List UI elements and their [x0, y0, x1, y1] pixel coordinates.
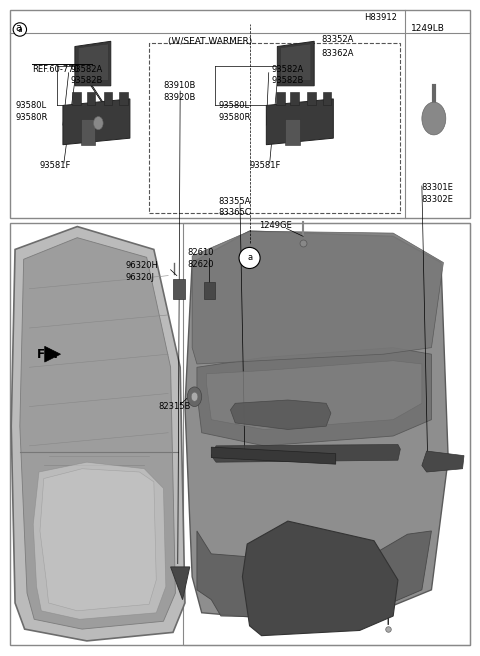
- Polygon shape: [78, 44, 108, 81]
- Bar: [182, 223, 470, 646]
- Polygon shape: [211, 447, 336, 464]
- Text: 93582B: 93582B: [271, 76, 303, 85]
- Text: a: a: [15, 23, 21, 33]
- Polygon shape: [277, 41, 314, 86]
- Polygon shape: [45, 346, 60, 362]
- Polygon shape: [192, 231, 444, 364]
- Polygon shape: [197, 531, 432, 617]
- Text: 93580L: 93580L: [15, 101, 46, 110]
- Ellipse shape: [239, 247, 260, 268]
- Polygon shape: [185, 231, 448, 619]
- Bar: [149, 43, 400, 213]
- Polygon shape: [323, 92, 331, 106]
- Ellipse shape: [13, 23, 26, 36]
- Polygon shape: [75, 41, 111, 86]
- Text: 93580R: 93580R: [15, 113, 48, 122]
- Polygon shape: [104, 92, 112, 106]
- Polygon shape: [204, 282, 215, 298]
- Text: 83301E: 83301E: [422, 183, 454, 192]
- Polygon shape: [33, 462, 166, 619]
- Polygon shape: [307, 92, 316, 106]
- Circle shape: [422, 102, 446, 135]
- Text: REF.60-770: REF.60-770: [32, 65, 79, 74]
- Polygon shape: [211, 445, 400, 462]
- Text: 96320H: 96320H: [125, 261, 158, 270]
- Polygon shape: [286, 119, 300, 145]
- Polygon shape: [72, 92, 81, 106]
- Polygon shape: [40, 469, 156, 611]
- Circle shape: [191, 392, 198, 401]
- Polygon shape: [230, 400, 331, 430]
- Circle shape: [187, 387, 202, 407]
- Polygon shape: [290, 92, 299, 106]
- Text: FR.: FR.: [36, 348, 59, 361]
- Text: 93581F: 93581F: [40, 161, 72, 170]
- Polygon shape: [81, 119, 96, 145]
- Polygon shape: [197, 348, 432, 446]
- Text: 93580R: 93580R: [218, 113, 251, 122]
- Text: 83302E: 83302E: [422, 195, 454, 203]
- Text: a: a: [247, 253, 252, 262]
- Bar: [10, 223, 470, 646]
- Circle shape: [94, 117, 103, 130]
- Polygon shape: [206, 361, 422, 430]
- Text: 83362A: 83362A: [322, 49, 354, 58]
- Polygon shape: [87, 92, 96, 106]
- Polygon shape: [422, 451, 464, 472]
- Text: 1249GE: 1249GE: [259, 221, 292, 230]
- Bar: [10, 10, 470, 218]
- Text: 93582A: 93582A: [70, 65, 102, 74]
- Text: 83355A: 83355A: [218, 197, 251, 205]
- Text: 82620: 82620: [187, 260, 214, 269]
- Polygon shape: [281, 44, 311, 81]
- Text: (W/SEAT WARMER): (W/SEAT WARMER): [168, 37, 252, 46]
- Polygon shape: [170, 567, 190, 600]
- Text: a: a: [17, 25, 22, 34]
- Text: 93580L: 93580L: [218, 101, 250, 110]
- Polygon shape: [173, 279, 185, 298]
- Text: 1249LB: 1249LB: [411, 24, 445, 33]
- Text: 82610: 82610: [187, 248, 214, 257]
- Text: 93581F: 93581F: [250, 161, 281, 170]
- Text: H83912: H83912: [364, 12, 397, 22]
- Text: 83365C: 83365C: [218, 209, 251, 217]
- Polygon shape: [63, 99, 130, 145]
- Text: 93582B: 93582B: [70, 76, 102, 85]
- Polygon shape: [266, 99, 333, 145]
- Polygon shape: [276, 92, 285, 106]
- Text: 93582A: 93582A: [271, 65, 303, 74]
- Text: 83920B: 83920B: [163, 93, 196, 102]
- Text: 96320J: 96320J: [125, 273, 154, 282]
- Text: 83910B: 83910B: [163, 81, 196, 91]
- Text: 83352A: 83352A: [322, 35, 354, 45]
- Polygon shape: [242, 521, 398, 636]
- Polygon shape: [120, 92, 128, 106]
- Text: 82315B: 82315B: [158, 402, 191, 411]
- Polygon shape: [11, 226, 185, 641]
- Polygon shape: [20, 237, 175, 629]
